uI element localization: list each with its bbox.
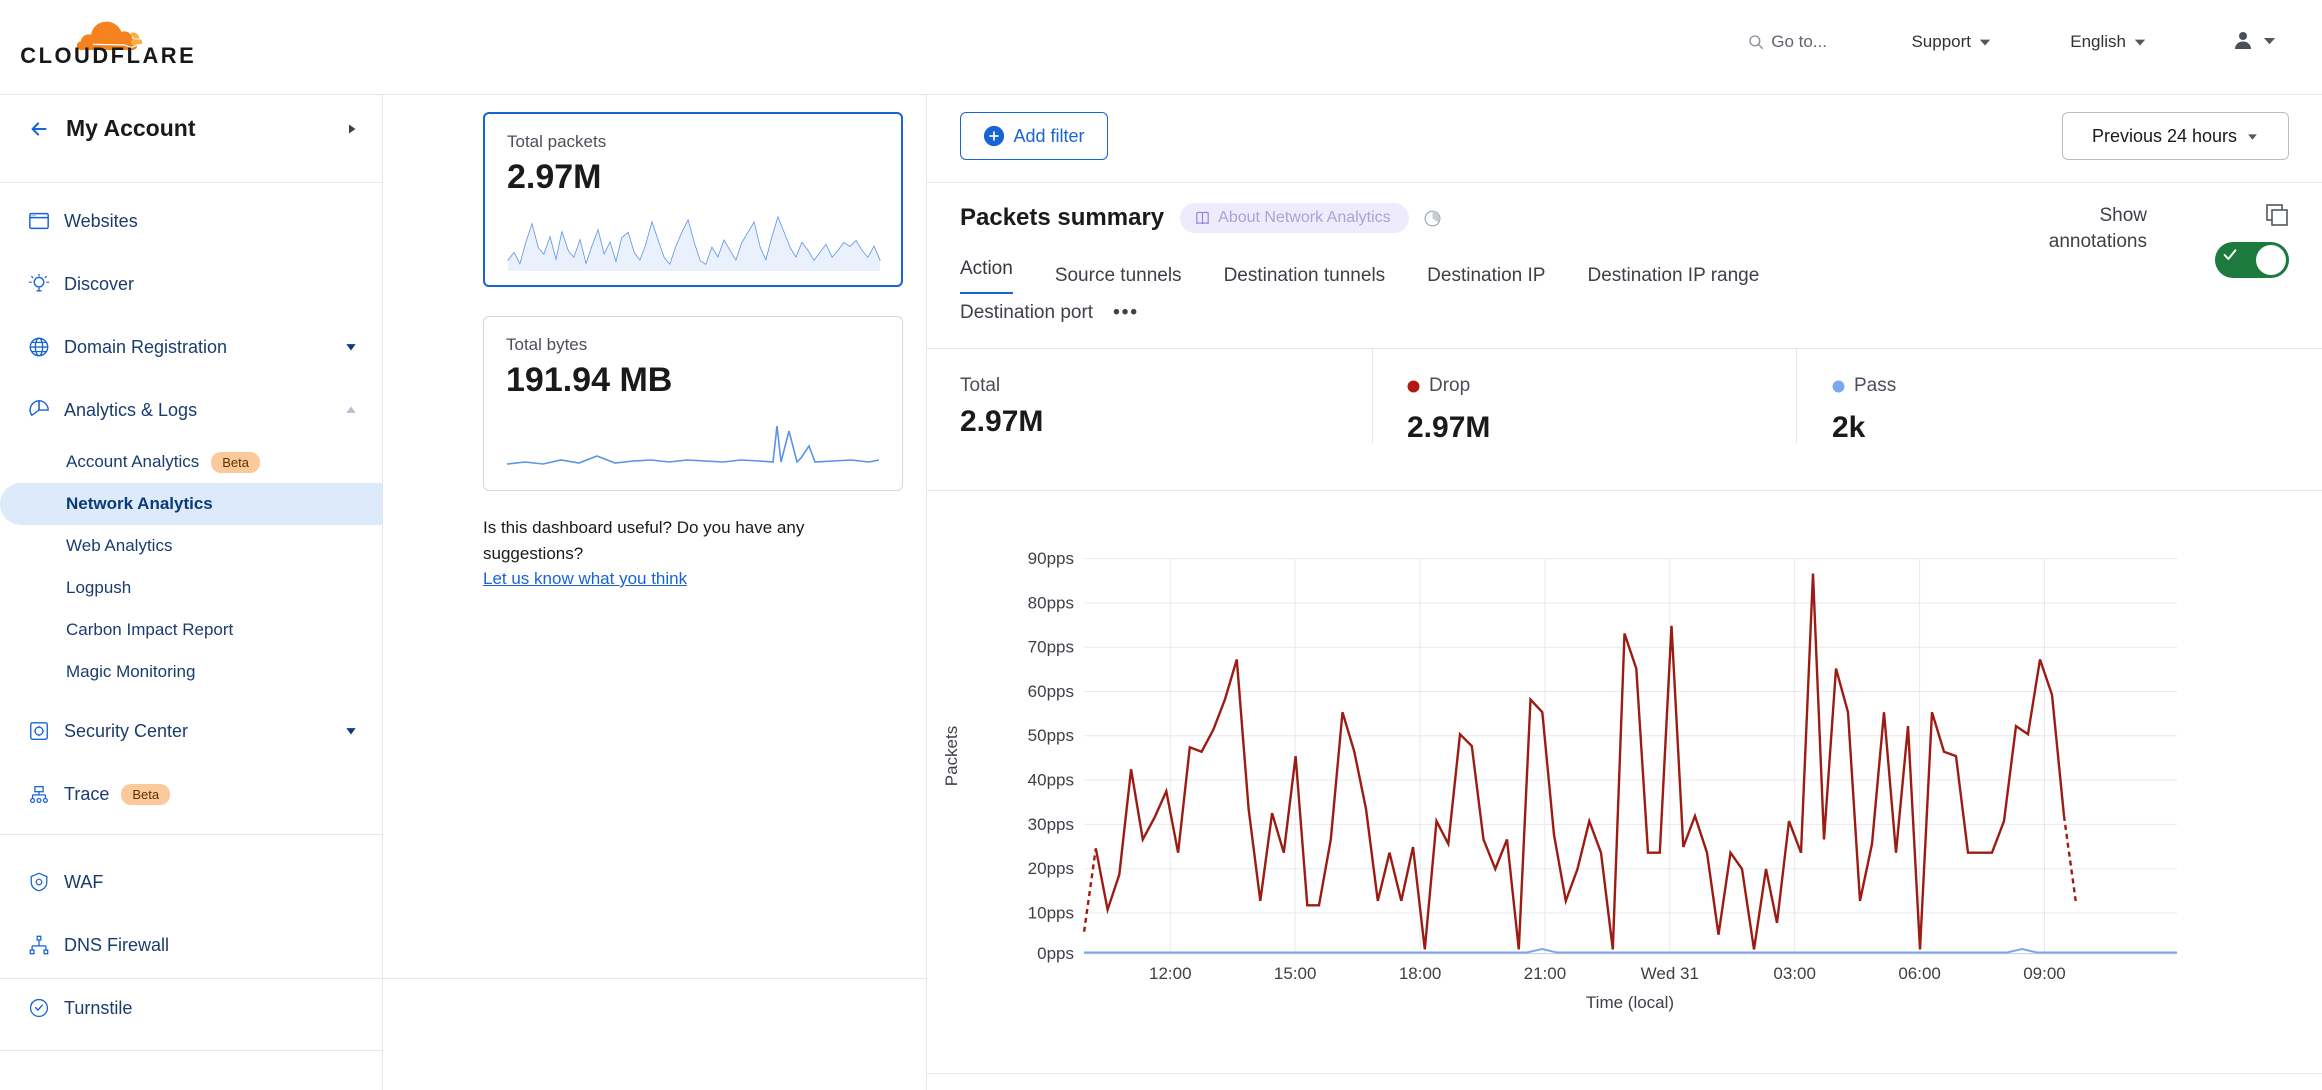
svg-text:70pps: 70pps <box>1028 638 1074 657</box>
svg-text:10pps: 10pps <box>1028 903 1074 922</box>
svg-text:80pps: 80pps <box>1028 593 1074 612</box>
svg-text:20pps: 20pps <box>1028 859 1074 878</box>
svg-text:30pps: 30pps <box>1028 815 1074 834</box>
svg-text:12:00: 12:00 <box>1149 964 1192 983</box>
svg-text:21:00: 21:00 <box>1524 964 1567 983</box>
svg-text:CLOUDFLARE: CLOUDFLARE <box>20 43 196 68</box>
svg-text:50pps: 50pps <box>1028 726 1074 745</box>
svg-text:09:00: 09:00 <box>2023 964 2066 983</box>
svg-text:03:00: 03:00 <box>1773 964 1816 983</box>
svg-text:60pps: 60pps <box>1028 682 1074 701</box>
svg-text:Packets: Packets <box>942 726 961 786</box>
svg-text:18:00: 18:00 <box>1399 964 1442 983</box>
svg-text:0pps: 0pps <box>1037 944 1074 963</box>
svg-text:Wed 31: Wed 31 <box>1641 964 1699 983</box>
svg-text:06:00: 06:00 <box>1898 964 1941 983</box>
svg-text:Time (local): Time (local) <box>1586 993 1674 1012</box>
svg-text:40pps: 40pps <box>1028 771 1074 790</box>
svg-text:15:00: 15:00 <box>1274 964 1317 983</box>
svg-text:90pps: 90pps <box>1028 549 1074 568</box>
